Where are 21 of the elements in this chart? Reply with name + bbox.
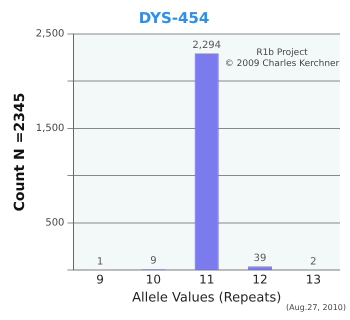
annotation: R1b Project [256, 48, 308, 58]
annotation: © 2009 Charles Kerchner [224, 58, 340, 69]
data-label: 9 [150, 256, 157, 267]
x-axis-title: Allele Values (Repeats) [132, 290, 282, 306]
x-tick-label: 13 [306, 272, 321, 286]
x-tick-label: 10 [146, 272, 162, 286]
y-tick-label: 1,500 [36, 122, 64, 134]
chart-title: DYS-454 [138, 8, 210, 27]
x-tick-label: 9 [96, 272, 104, 286]
y-axis-title: Count N =2345 [12, 92, 28, 212]
data-label: 2 [310, 256, 317, 268]
y-tick-label: 2,500 [36, 28, 64, 40]
data-label: 2,294 [192, 40, 222, 52]
data-label: 39 [254, 252, 266, 264]
y-tick-label: 500 [45, 217, 64, 228]
x-tick-label: 11 [199, 272, 214, 286]
data-label: 1 [96, 256, 104, 268]
bar [194, 53, 219, 270]
x-tick-label: 12 [252, 272, 268, 286]
bar [248, 266, 272, 270]
text: (Aug.27, 2010) [286, 303, 346, 312]
